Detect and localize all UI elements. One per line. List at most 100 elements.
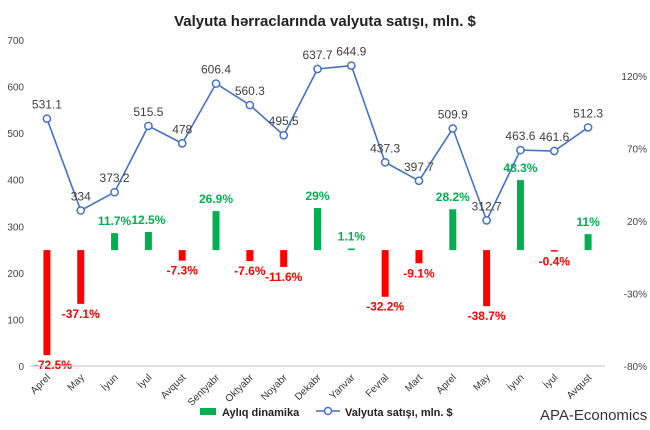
x-tick-label: İyul (134, 371, 154, 391)
y-left-tick-label: 0 (18, 362, 24, 373)
x-tick-label: İyun (504, 371, 527, 394)
bar (246, 250, 254, 262)
line-point (482, 216, 491, 225)
bar (516, 180, 524, 251)
x-tick-label: May (66, 372, 87, 393)
legend-item-bar: Aylıq dinamika (222, 407, 300, 419)
legend-item-line: Valyuta satışı, mln. $ (345, 407, 453, 419)
legend-swatch-bar (200, 408, 216, 415)
line-point (76, 206, 86, 215)
bar (347, 248, 355, 251)
x-tick-label: May (472, 372, 493, 393)
x-tick-label: Mart (403, 372, 425, 394)
line-point (448, 124, 458, 133)
line-point (279, 130, 289, 140)
bar-data-label: -7.6% (234, 264, 266, 278)
line-data-label: 437.3 (370, 141, 400, 155)
bar (449, 209, 457, 251)
bar (314, 208, 321, 251)
bar (178, 250, 186, 261)
line-data-label: 515.5 (133, 105, 163, 119)
bar-data-label: -11.6% (265, 270, 303, 284)
y-left-tick-label: 400 (7, 176, 24, 187)
line-point (177, 139, 187, 148)
bar-data-label: -9.1% (403, 266, 435, 280)
y-right-tick-label: 20% (627, 217, 647, 228)
x-tick-label: Yanvar (328, 372, 358, 402)
y-left-tick-label: 200 (7, 269, 24, 280)
x-tick-label: İyun (98, 371, 121, 394)
bar-data-label: 48.3% (503, 161, 537, 175)
y-right-tick-label: -30% (624, 290, 647, 301)
bar-data-label: -7.3% (167, 264, 199, 278)
bar-data-label: -38.7% (468, 309, 506, 323)
bar (144, 231, 152, 251)
legend: Aylıq dinamika Valyuta satışı, mln. $ (200, 406, 453, 419)
y-right-tick-label: -80% (624, 362, 647, 373)
legend-marker (323, 406, 333, 416)
y-left-tick-label: 300 (7, 222, 24, 233)
line-series: 531.1 334 373.2 515.5 478 606.4 560.3 495.5 637.… (32, 45, 603, 225)
bar (212, 211, 220, 251)
y-left-tick-label: 600 (7, 83, 24, 94)
line-data-label: 461.6 (539, 130, 569, 144)
bar-series: -72.5% -37.1% 11.7% 12.5% -7.3% 26.9% -7.6% -11… (34, 161, 600, 372)
bar-data-label: -32.2% (366, 300, 404, 314)
line-point (42, 114, 52, 124)
line-point (144, 121, 153, 131)
bar (550, 250, 558, 252)
line-data-label: 334 (71, 189, 91, 203)
bar-data-label: 11.7% (98, 214, 132, 228)
bar (483, 250, 491, 307)
x-tick-label: Aprel (29, 372, 53, 396)
line-data-label: 463.6 (505, 129, 535, 143)
line-data-label: 637.7 (302, 48, 332, 62)
bar-data-label: -72.5% (34, 358, 72, 372)
x-tick-label: İyul (540, 371, 560, 391)
x-tick-label: Noyabr (259, 372, 290, 403)
y-left-tick-label: 700 (7, 36, 24, 47)
bar (43, 250, 51, 356)
line-data-label: 373.2 (100, 171, 130, 185)
bar (77, 250, 85, 304)
x-tick-label: Aprel (435, 372, 459, 396)
line-point (245, 100, 255, 110)
chart-title: Valyuta hərraclarında valyuta satışı, ml… (174, 13, 476, 30)
line-data-label: 397.7 (404, 160, 434, 174)
bar-data-label: 28.2% (436, 190, 470, 204)
line-data-label: 478 (172, 122, 192, 136)
brand-label: APA-Economics (540, 407, 647, 424)
y-right-tick-label: 120% (621, 72, 647, 83)
bar-data-label: 26.9% (199, 192, 233, 206)
line-data-label: 312.7 (472, 199, 502, 213)
y-left-tick-label: 100 (7, 315, 24, 326)
bar (280, 250, 288, 267)
line-data-label: 512.3 (573, 106, 603, 120)
bar (381, 250, 389, 297)
line-data-label: 531.1 (32, 98, 62, 112)
line-point (414, 176, 424, 186)
bar-data-label: -0.4% (539, 255, 571, 269)
bar-data-label: 1.1% (338, 229, 366, 243)
line-point (110, 187, 119, 197)
x-tick-label: Dekabr (293, 372, 324, 403)
line-point (346, 61, 356, 71)
y-axis-right: -80% -30% 20% 70% 120% (621, 72, 647, 373)
y-axis-left: 0 100 200 300 400 500 600 700 (7, 36, 24, 373)
x-tick-label: Avqust (565, 372, 594, 401)
bar (415, 250, 423, 264)
line-data-label: 606.4 (201, 63, 231, 77)
line-point (516, 145, 525, 155)
x-tick-label: Avqust (159, 372, 188, 401)
line-data-label: 495.5 (269, 114, 299, 128)
x-tick-label: Oktyabr (223, 372, 256, 405)
line-point (313, 64, 322, 74)
bar (111, 233, 119, 251)
bar-data-label: 29% (305, 189, 329, 203)
bar-data-label: -37.1% (62, 307, 100, 321)
bar-data-label: 12.5% (131, 213, 165, 227)
x-tick-label: Fevral (364, 372, 391, 399)
line-data-label: 644.9 (336, 45, 366, 59)
